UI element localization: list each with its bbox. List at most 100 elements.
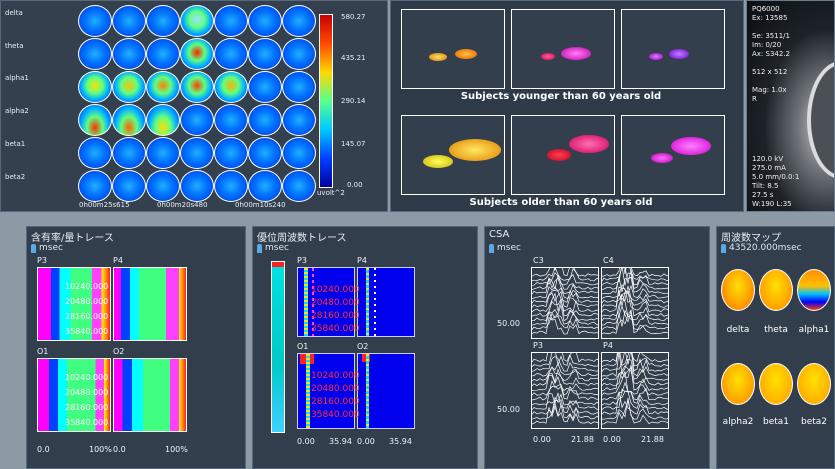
coherence-chart-p3 xyxy=(37,267,111,341)
y-tick: 10240.000 xyxy=(311,371,360,381)
topo-head-map xyxy=(112,170,146,202)
csa-trace xyxy=(532,303,598,322)
csa-trace xyxy=(532,374,598,391)
csa-trace xyxy=(602,399,668,425)
csa-trace xyxy=(602,390,668,406)
channel-label: C3 xyxy=(533,256,544,265)
row-label: beta2 xyxy=(5,173,26,181)
topo-head-map xyxy=(78,71,112,103)
csa-trace xyxy=(532,277,598,295)
channel-label: P4 xyxy=(113,256,123,265)
dominant-chart-o1 xyxy=(297,353,355,429)
ct-skull xyxy=(807,61,834,179)
csa-waterfall xyxy=(532,353,598,425)
channel-label: P3 xyxy=(533,341,543,350)
topo-head-map xyxy=(146,137,180,169)
scale-value: 290.14 xyxy=(341,97,366,105)
map-label: alpha1 xyxy=(798,325,830,335)
csa-trace xyxy=(532,268,598,277)
scale-value: 580.27 xyxy=(341,13,366,21)
topo-head-map xyxy=(248,5,282,37)
csa-trace xyxy=(602,268,668,282)
dominant-chart-p4 xyxy=(357,267,415,337)
dominant-chart-o2 xyxy=(357,353,415,429)
csa-trace xyxy=(602,305,668,326)
channel-label: O1 xyxy=(297,342,309,351)
topo-head-map xyxy=(282,71,316,103)
csa-trace xyxy=(532,353,598,367)
topo-head-map xyxy=(248,104,282,136)
topo-head-map xyxy=(248,170,282,202)
y-tick: 20480.000 xyxy=(311,298,360,308)
unit-row: msec xyxy=(31,243,63,253)
x-tick: 0.00 xyxy=(533,435,551,444)
panel-title: 優位周波数トレース xyxy=(257,233,347,244)
topo-head-map xyxy=(180,38,214,70)
csa-trace xyxy=(602,283,668,299)
map-label: beta1 xyxy=(762,417,790,427)
caption-young: Subjects younger than 60 years old xyxy=(460,91,662,102)
csa-trace xyxy=(532,309,598,326)
csa-chart-c3 xyxy=(531,267,599,339)
csa-trace xyxy=(602,381,668,401)
plot-old-2 xyxy=(511,115,615,195)
csa-trace xyxy=(602,297,668,321)
marker-icon xyxy=(31,243,36,253)
coherence-chart-o1 xyxy=(37,358,111,432)
row-label: theta xyxy=(5,42,24,50)
csa-trace xyxy=(532,392,598,410)
y-tick: 35840.000 xyxy=(65,327,109,336)
csa-trace xyxy=(602,353,668,363)
csa-trace xyxy=(602,365,668,382)
csa-trace xyxy=(532,366,598,382)
y-tick: 20480.000 xyxy=(65,297,109,306)
topo-head-map xyxy=(214,137,248,169)
freq-map-delta xyxy=(721,269,755,311)
plot-old-3 xyxy=(621,115,725,195)
channel-label: P4 xyxy=(603,341,613,350)
csa-trace xyxy=(532,268,598,282)
topo-head-map xyxy=(112,38,146,70)
coherence-panel: 含有率/量トレース msec P3 P4 O1 O2 10240.000 204… xyxy=(26,226,246,469)
time-label: 0h00m25s615 xyxy=(79,201,130,209)
topo-head-map xyxy=(248,137,282,169)
plot-young-3 xyxy=(621,9,725,89)
map-label: theta xyxy=(764,325,788,335)
csa-waterfall xyxy=(602,268,668,335)
map-label: alpha2 xyxy=(722,417,754,427)
csa-trace xyxy=(602,268,668,286)
y-tick: 28160.000 xyxy=(65,403,109,412)
scale-unit: uvolt^2 xyxy=(317,189,345,197)
plot-young-1 xyxy=(401,9,505,89)
csa-chart-c4 xyxy=(601,267,669,339)
y-tick: 28160.000 xyxy=(311,311,360,321)
freq-map-theta xyxy=(759,269,793,311)
unit-row: msec xyxy=(257,243,289,253)
topo-head-map xyxy=(214,104,248,136)
freq-map-beta2 xyxy=(797,363,831,405)
csa-trace xyxy=(532,289,598,304)
csa-trace xyxy=(602,268,668,277)
freq-map-beta1 xyxy=(759,363,793,405)
csa-trace xyxy=(532,298,598,317)
time-label: 0h00m20s480 xyxy=(157,201,208,209)
y-tick: 35840.000 xyxy=(65,418,109,427)
row-label: beta1 xyxy=(5,140,26,148)
ct-image: PQ6000 Ex: 13585 Se: 3511/1 Im: 0/20 Ax: S3… xyxy=(746,0,835,212)
time-row: 43520.000msec xyxy=(721,243,802,253)
topo-head-map xyxy=(282,170,316,202)
csa-trace xyxy=(532,353,598,363)
x-tick: 0.00 xyxy=(603,435,621,444)
topo-head-map xyxy=(248,71,282,103)
csa-trace xyxy=(602,285,668,304)
color-scale-bar xyxy=(319,14,333,188)
csa-trace xyxy=(532,368,598,387)
csa-trace xyxy=(602,268,668,291)
marker-icon xyxy=(257,243,262,253)
csa-trace xyxy=(532,291,598,308)
topo-head-map xyxy=(112,104,146,136)
csa-trace xyxy=(532,402,598,420)
channel-label: P3 xyxy=(37,256,47,265)
csa-chart-p4 xyxy=(601,352,669,429)
csa-waterfall xyxy=(532,268,598,335)
